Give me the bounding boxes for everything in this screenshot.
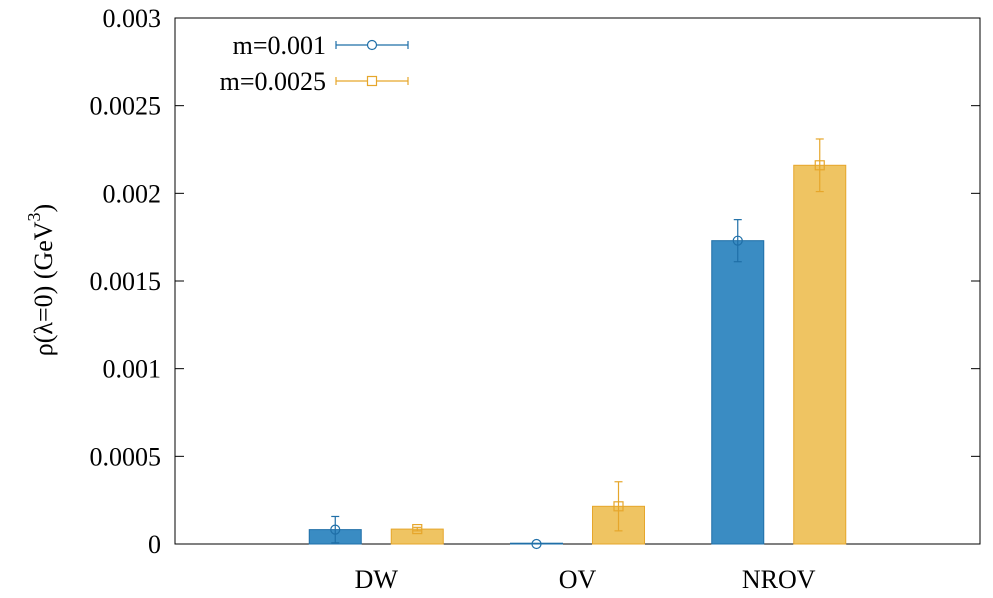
y-tick-label: 0.0015 (90, 267, 162, 296)
y-axis-ticks: 0 0.0005 0.001 0.0015 0.002 0.0025 0.003 (90, 4, 980, 559)
x-category-label: NROV (742, 565, 816, 594)
y-tick-label: 0.003 (103, 4, 162, 33)
data-point-marker (732, 235, 743, 246)
y-axis-label-main: ρ(λ=0) (GeV (29, 221, 58, 356)
y-tick-label: 0.001 (103, 355, 162, 384)
y-tick-label: 0.0005 (90, 442, 162, 471)
y-axis-label-close: ) (29, 204, 58, 213)
y-axis-label: ρ(λ=0) (GeV3) (24, 204, 58, 356)
data-point-marker (330, 524, 341, 535)
legend-marker (366, 39, 378, 51)
x-category-label: OV (559, 565, 597, 594)
x-category-label: DW (355, 565, 399, 594)
y-tick-label: 0.0025 (90, 92, 162, 121)
legend: m=0.001 m=0.0025 (220, 31, 409, 96)
data-point-marker (814, 160, 825, 171)
bar (793, 164, 847, 545)
bar (711, 240, 765, 545)
x-axis-ticks: DW OV NROV (355, 565, 816, 594)
legend-label: m=0.0025 (220, 67, 326, 96)
plot-frame (174, 17, 981, 545)
data-point-marker (613, 501, 624, 512)
data-point-marker (531, 538, 542, 550)
y-tick-label: 0 (148, 530, 161, 559)
legend-label: m=0.001 (233, 31, 326, 60)
bars (308, 138, 847, 550)
data-point-marker (412, 523, 423, 535)
bar (510, 542, 563, 545)
plot-area (174, 17, 981, 545)
y-axis-label-superscript: 3 (24, 212, 44, 221)
y-tick-label: 0.002 (103, 179, 162, 208)
legend-marker (366, 75, 378, 87)
